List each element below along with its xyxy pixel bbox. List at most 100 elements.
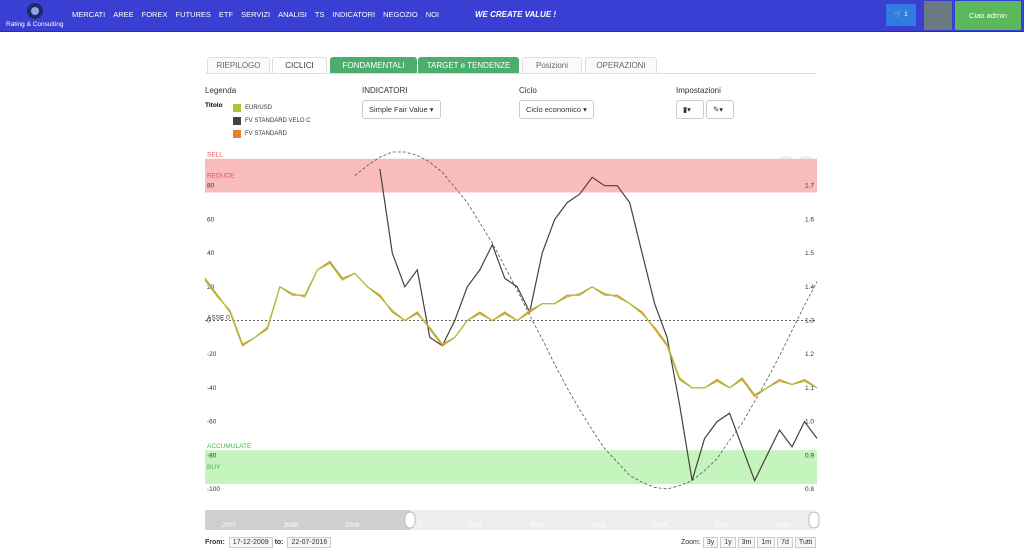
y-tick-label: 60 [207,216,215,223]
y-tick-label: -60 [207,419,217,426]
tools-button[interactable]: ✎▾ [706,100,734,119]
cycle-dropdown[interactable]: Ciclo economico ▾ [519,100,594,119]
y-tick-label: -80 [207,452,217,459]
settings-button[interactable]: ▮▾ [676,100,704,119]
settings-title: Impostazioni [676,86,721,95]
legend-label: Titolo [205,102,223,109]
from-input[interactable]: 17-12-2009 [228,537,273,548]
to-input[interactable]: 22-07-2016 [287,537,332,548]
user-menu[interactable]: Ciao admin [955,1,1021,30]
menu-item[interactable]: AREE [113,10,134,19]
zoom-button[interactable]: 1m [757,537,776,548]
legend-text: FV STANDARD VELO C [245,117,311,124]
tab-rule [205,73,817,74]
tab[interactable]: TARGET e TENDENZE [418,57,519,74]
legend-item: FV STANDARD VELO C [233,114,311,127]
navigator-year: 2009 [345,522,360,529]
y2-tick-label: 1.4 [805,284,814,291]
legend-item: EUR/USD [233,101,311,114]
menu-item[interactable]: ANALISI [278,10,307,19]
y-tick-label: 80 [207,183,215,190]
navigator-year: 2016 [776,522,791,529]
zoom-button[interactable]: 7d [777,537,793,548]
cart-count: 1 [904,11,908,18]
navigator-year: 2011 [468,522,482,529]
menu-item[interactable]: SERVIZI [241,10,271,19]
menu-item[interactable]: ETF [218,10,234,19]
y-tick-label: -20 [207,351,217,358]
y2-tick-label: 1.1 [805,385,814,392]
navigator-left [205,510,410,530]
tab[interactable]: RIEPILOGO [207,57,270,74]
avatar[interactable] [924,1,952,30]
tab[interactable]: FONDAMENTALI [330,57,417,74]
legend-text: EUR/USD [245,104,273,111]
cart-button[interactable]: 🛒 1 [886,4,916,26]
y2-tick-label: 1.2 [805,351,814,358]
cycle-line [354,151,818,490]
navigator-handle[interactable] [808,511,820,529]
y2-tick-label: 0.9 [805,452,814,459]
y2-tick-label: 0.8 [805,486,814,493]
legend-swatch [233,129,241,138]
menu-item[interactable]: NEGOZIO [383,10,418,19]
zone-label: BUY [207,464,221,471]
navbar: Rating & Consulting MERCATI AREE FOREX FUTU… [0,0,1024,32]
y2-tick-label: 1.0 [805,419,814,426]
legend-swatch [233,103,241,112]
menu-item[interactable]: FOREX [141,10,168,19]
tab[interactable]: Posizioni [522,57,582,74]
zone-label: SELL [207,152,223,159]
legend-text: FV STANDARD [245,130,287,137]
y2-tick-label: 1.6 [805,216,814,223]
menu: MERCATI AREE FOREX FUTURES ETF SERVIZI ANALISI… [72,10,439,19]
y2-tick-label: 1.7 [805,183,814,190]
menu-item[interactable]: INDICATORI [332,10,376,19]
indicator-dropdown[interactable]: Simple Fair Value ▾ [362,100,441,119]
menu-item[interactable]: FUTURES [175,10,211,19]
zoom-button[interactable]: Tutti [794,537,817,548]
series-line [379,168,818,483]
tab[interactable]: CICLICI [272,57,327,74]
legend-swatch [233,116,241,125]
zoom: Zoom: 3y 1y 3m 1m 7d Tutti [681,537,817,548]
y2-tick-label: 1.3 [805,318,814,325]
zoom-button[interactable]: 1y [720,537,736,548]
brand: Rating & Consulting [6,21,64,28]
zone-label: ACCUMULATE [207,443,252,450]
logo [27,3,43,19]
series-line [204,262,818,396]
indicator-value: Simple Fair Value [369,105,428,114]
y2-tick-label: 1.5 [805,250,814,257]
menu-item[interactable]: MERCATI [72,10,106,19]
menu-item[interactable]: NOI [425,10,440,19]
navigator-handle[interactable] [404,511,416,529]
cycle-value: Ciclo economico [526,105,582,114]
zone [205,450,817,484]
navigator-year: 2015 [714,522,729,529]
indicators-title: INDICATORI [362,86,408,95]
navigator-right [410,510,815,530]
zone-label: REDUCE [207,173,235,180]
zoom-button[interactable]: 3y [702,537,719,548]
navigator-year: 2012 [530,522,545,529]
zoom-button[interactable]: 3m [737,537,756,548]
navigator-year: 2013 [591,522,606,529]
cycle-title: Ciclo [519,86,537,95]
tab[interactable]: OPERAZIONI [585,57,657,74]
from-label: From: [205,539,225,546]
range-selector: From: 17-12-2009 to: 22-07-2016 [205,537,332,548]
zero-label: ASSE 0 [207,315,230,322]
series-line [204,260,818,398]
to-label: to: [274,539,284,546]
zoom-label: Zoom: [681,539,701,546]
legend: EUR/USD FV STANDARD VELO C FV STANDARD [233,101,311,140]
menu-item[interactable]: TS [314,10,325,19]
slogan: WE CREATE VALUE ! [475,10,557,19]
legend-title: Legenda [205,86,237,95]
legend-item: FV STANDARD [233,127,311,140]
y-tick-label: 40 [207,250,215,257]
navigator-year: 2014 [653,522,668,529]
